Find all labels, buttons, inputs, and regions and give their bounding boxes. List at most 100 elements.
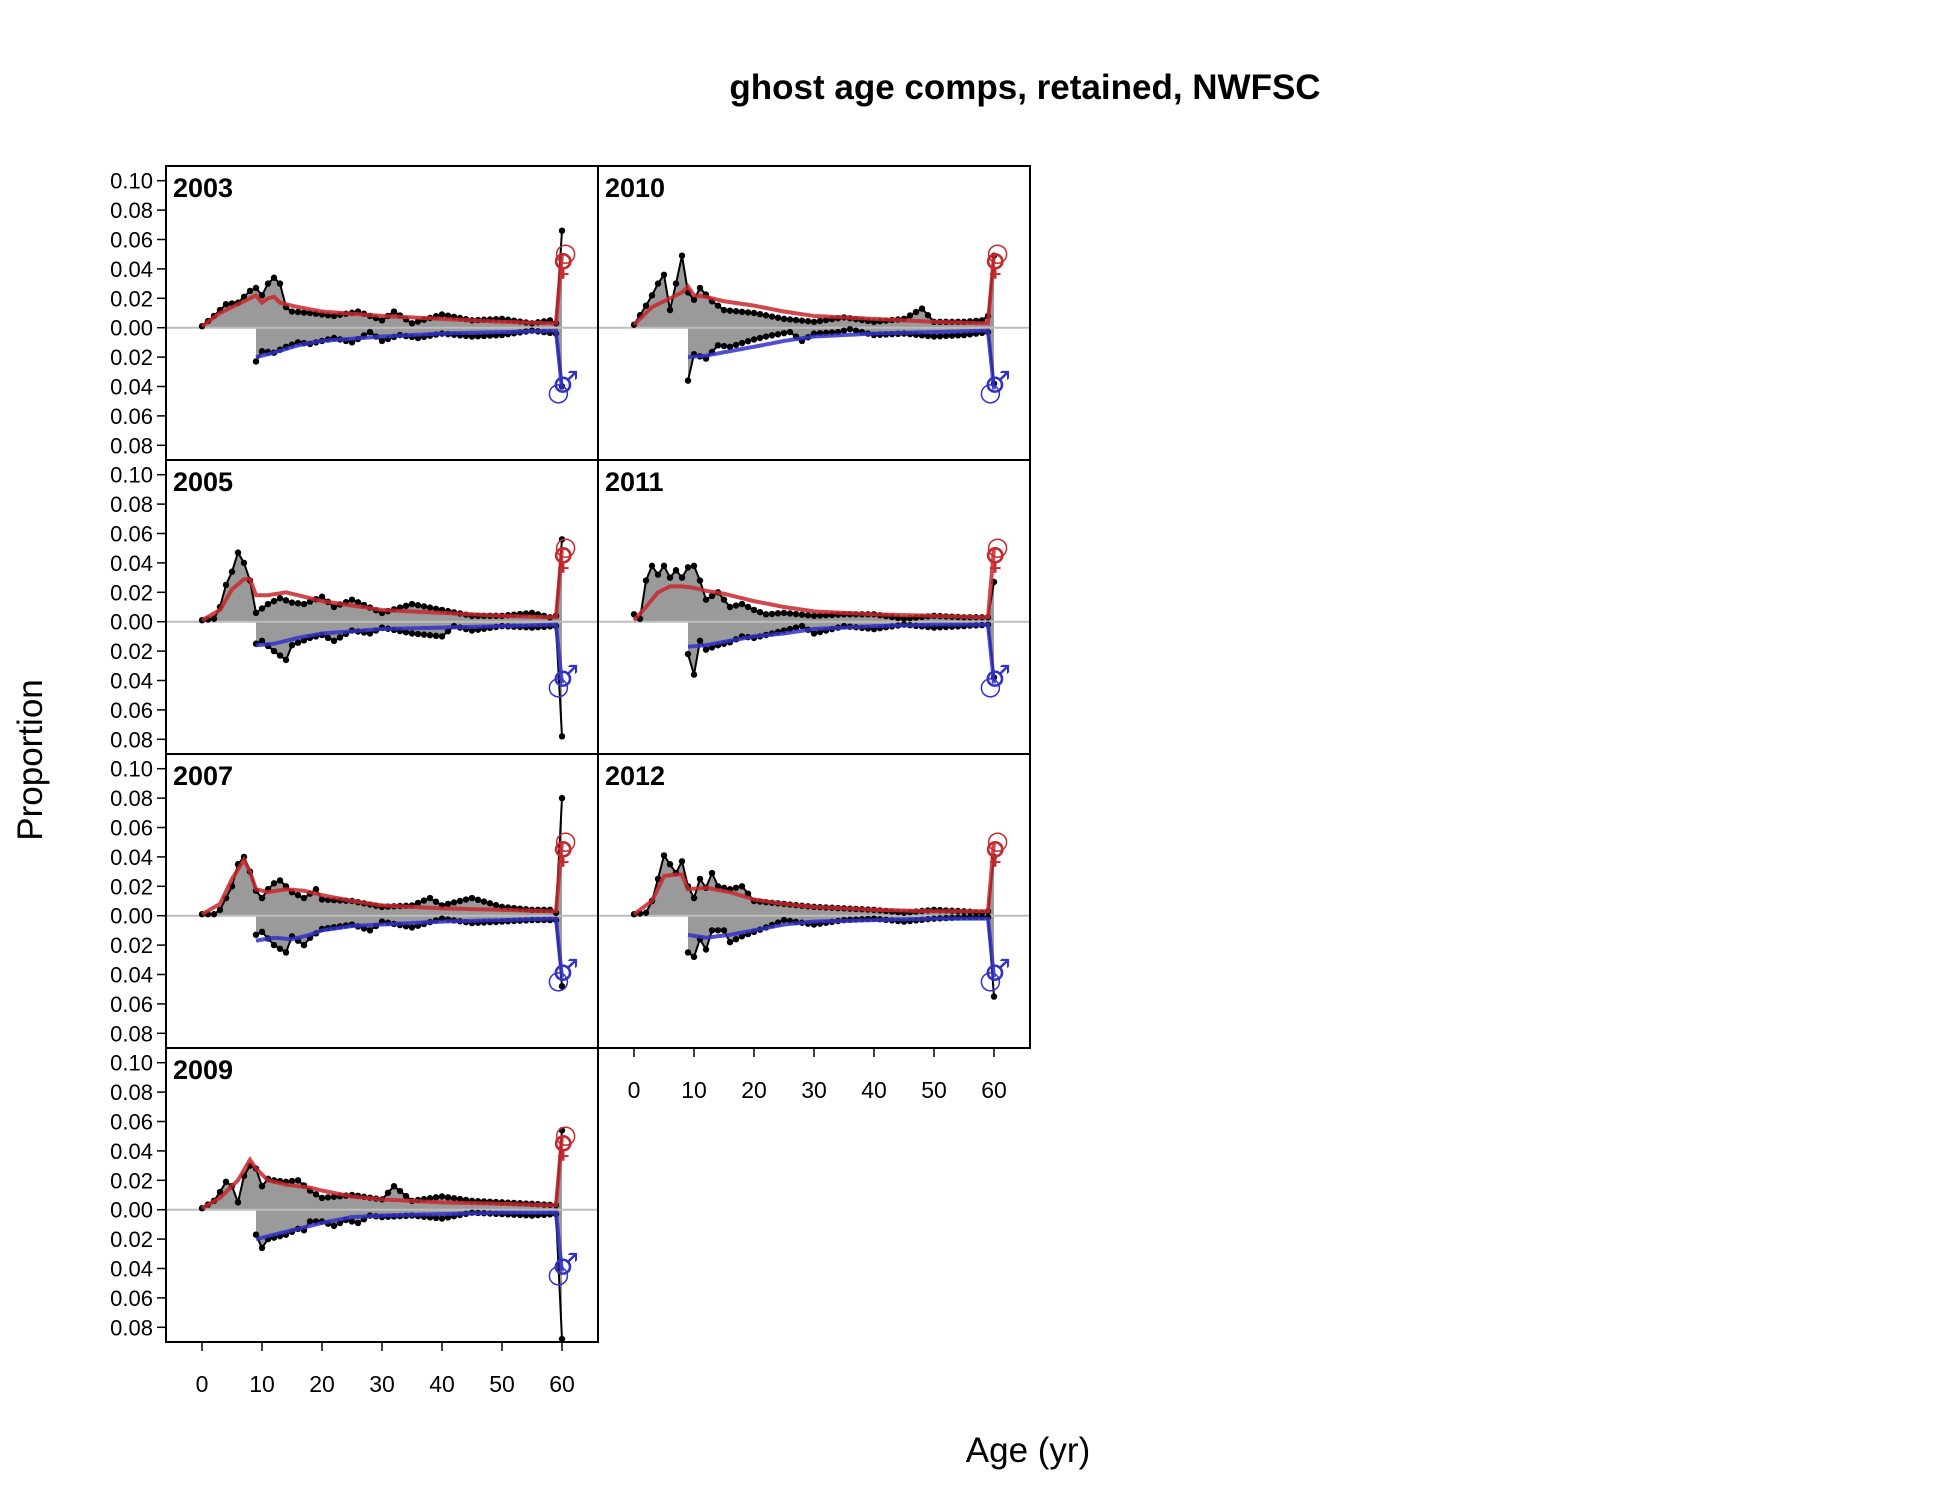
female-observed-point: [300, 600, 308, 608]
female-observed-point: [642, 909, 650, 916]
female-observed-point: [318, 593, 326, 600]
male-observed-point: [720, 927, 728, 934]
female-observed-point: [312, 1191, 320, 1198]
panel-2003: ♀ ♂ 2003 0.08 0.06 0.04 0.02 0.00 0.02 0.04 0.06 0.…: [110, 165, 599, 461]
female-observed-point: [684, 564, 692, 571]
female-observed-point: [300, 894, 308, 902]
female-observed-point: [786, 316, 794, 323]
y-tick-label: 0.10: [110, 757, 153, 782]
female-symbol: ♀: [552, 836, 574, 871]
female-observed-point: [690, 562, 698, 570]
female-observed-point: [270, 597, 278, 605]
female-observed-point: [288, 1177, 296, 1185]
male-symbol: ♂: [984, 953, 1011, 988]
female-plus-group-marker: [987, 244, 1008, 264]
male-observed-area: [256, 621, 562, 737]
male-observed-point: [408, 924, 416, 931]
female-observed-point: [738, 308, 746, 316]
male-observed-point: [258, 928, 266, 936]
male-expected-line: [255, 1210, 564, 1272]
female-observed-point: [276, 877, 284, 884]
y-tick-label: 0.10: [110, 169, 153, 194]
male-observed-point: [738, 339, 746, 347]
male-observed-point: [258, 348, 266, 355]
female-observed-point: [444, 900, 452, 908]
female-observed-point: [414, 899, 422, 907]
male-observed-point: [774, 331, 782, 338]
female-symbol: ♀: [984, 542, 1006, 577]
chart-title: ghost age comps, retained, NWFSC: [729, 68, 1320, 107]
male-observed-area: [256, 1209, 562, 1340]
male-observed-point: [354, 1219, 362, 1227]
female-observed-point: [558, 227, 566, 234]
panel-plot-area: [166, 536, 598, 740]
y-tick-label: 0.06: [110, 698, 153, 723]
female-observed-point: [438, 1193, 446, 1200]
female-observed-point: [810, 318, 818, 326]
female-observed-point: [654, 571, 662, 578]
female-observed-point: [648, 562, 656, 570]
female-observed-point: [654, 875, 662, 883]
x-tick-label: 50: [489, 1371, 515, 1397]
female-observed-point: [450, 1195, 458, 1202]
female-observed-point: [264, 280, 272, 287]
male-plus-group-marker: [548, 678, 569, 698]
panel-2010: ♀ ♂ 2010: [597, 165, 1031, 461]
male-observed-point: [714, 927, 722, 934]
male-observed-point: [840, 327, 848, 334]
female-observed-point: [324, 1194, 332, 1201]
female-observed-point: [270, 274, 278, 281]
female-observed-point: [804, 318, 812, 325]
female-observed-point: [672, 280, 680, 287]
female-observed-area: [202, 230, 562, 328]
female-observed-point: [816, 612, 824, 619]
female-observed-point: [384, 1189, 392, 1196]
y-tick-label: 0.04: [110, 1257, 153, 1282]
female-observed-point: [234, 1199, 242, 1206]
x-tick-label: 50: [921, 1077, 947, 1103]
female-plus-group-marker: [555, 832, 576, 852]
y-tick-label: 0.00: [110, 1198, 153, 1223]
y-tick-label: 0.08: [110, 727, 153, 752]
female-expected-line: [201, 1136, 564, 1210]
panel-2012: ♀ ♂ 2012 0 10 20 30 40 50 60: [597, 753, 1031, 1103]
x-tick-label: 60: [981, 1077, 1007, 1103]
panel-year-label: 2009: [173, 1055, 233, 1085]
male-observed-point: [702, 946, 710, 953]
female-observed-point: [318, 1194, 326, 1202]
male-expected-line: [255, 328, 564, 390]
y-tick-label: 0.02: [110, 286, 153, 311]
female-observed-point: [726, 307, 734, 314]
female-observed-point: [222, 300, 230, 308]
female-observed-point: [456, 1195, 464, 1203]
panel-plot-area: [166, 1126, 598, 1342]
male-observed-point: [936, 333, 944, 340]
panel-year-label: 2012: [605, 761, 665, 791]
male-observed-area: [688, 621, 994, 678]
x-tick-label: 20: [309, 1371, 335, 1397]
male-observed-point: [690, 953, 698, 961]
female-symbol: ♀: [984, 836, 1006, 871]
female-observed-point: [228, 568, 236, 575]
female-observed-point: [462, 896, 470, 903]
female-observed-point: [732, 602, 740, 609]
female-observed-point: [906, 312, 914, 319]
male-observed-point: [780, 329, 788, 337]
male-observed-point: [852, 327, 860, 334]
male-observed-point: [252, 931, 260, 939]
male-observed-point: [300, 941, 308, 949]
female-plus-group-marker: [987, 832, 1008, 852]
female-observed-point: [720, 306, 728, 314]
female-observed-point: [258, 605, 266, 612]
female-observed-point: [648, 292, 656, 299]
female-observed-point: [432, 898, 440, 905]
male-observed-point: [558, 983, 566, 990]
female-observed-point: [276, 594, 284, 602]
female-observed-point: [726, 603, 734, 611]
male-observed-point: [378, 337, 386, 345]
female-observed-point: [756, 608, 764, 616]
female-observed-point: [258, 1182, 266, 1190]
male-observed-point: [684, 949, 692, 956]
y-tick-label: 0.00: [110, 316, 153, 341]
female-observed-point: [312, 886, 320, 893]
